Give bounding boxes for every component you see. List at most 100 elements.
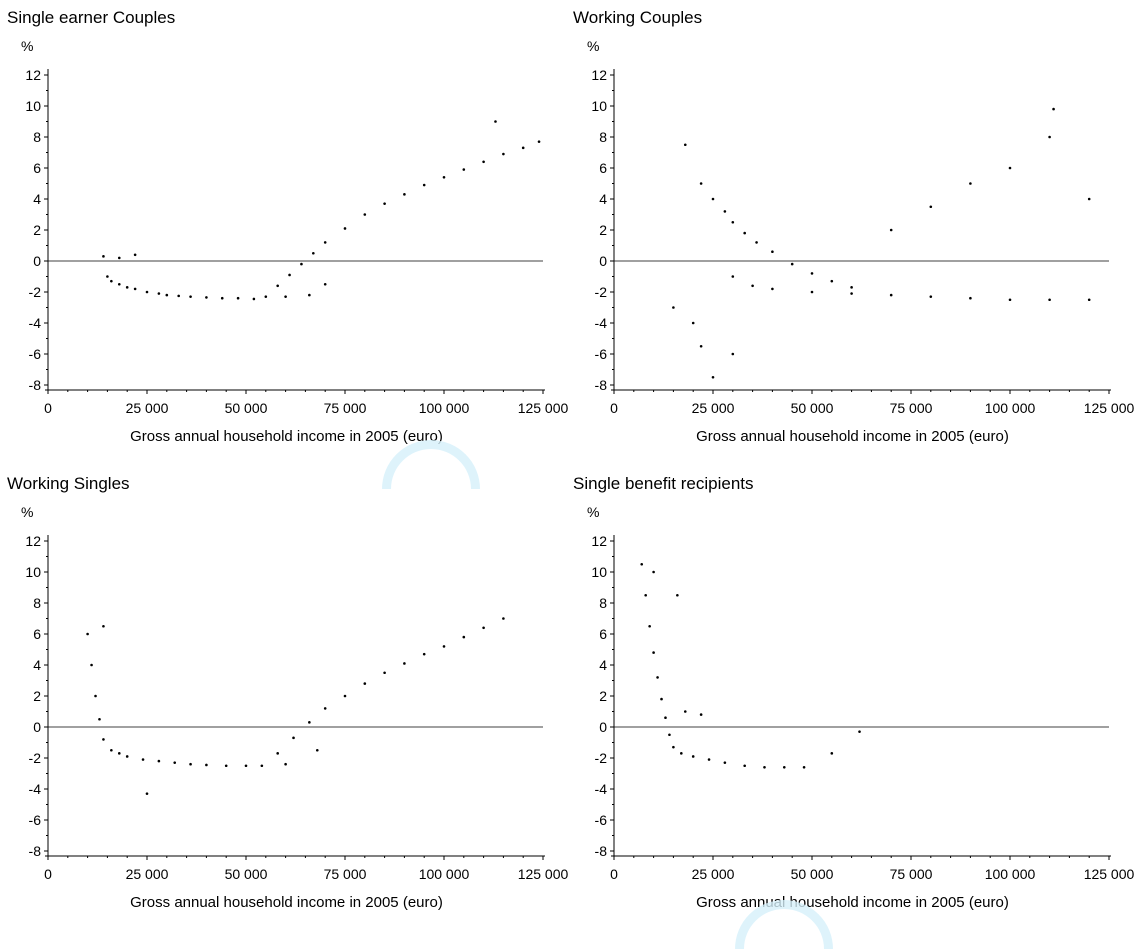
y-tick-label: 0 — [599, 719, 607, 735]
data-point — [1052, 107, 1055, 111]
data-point — [90, 663, 93, 667]
data-point — [699, 344, 703, 348]
y-tick-label: 4 — [599, 657, 607, 673]
y-tick-label: 6 — [33, 160, 41, 176]
y-tick-label: 4 — [33, 191, 41, 207]
data-point — [106, 275, 109, 278]
x-tick-label: 75 000 — [324, 866, 367, 882]
data-point — [110, 748, 113, 752]
y-tick-label: 10 — [25, 98, 41, 114]
y-tick-label: -2 — [29, 750, 42, 766]
chart-title: Single benefit recipients — [573, 474, 754, 493]
y-tick-label: 2 — [599, 222, 607, 238]
data-point — [640, 562, 644, 566]
data-point — [86, 632, 89, 636]
data-point — [771, 250, 774, 253]
y-tick-label: -6 — [29, 346, 42, 362]
data-point — [929, 205, 933, 209]
data-point — [343, 227, 347, 230]
x-tick-label: 75 000 — [324, 400, 367, 416]
data-point — [810, 272, 814, 275]
data-point — [790, 262, 794, 266]
data-point — [308, 293, 311, 297]
y-tick-label: -2 — [595, 284, 608, 300]
data-point — [889, 228, 893, 232]
chart-title: Single earner Couples — [7, 8, 176, 27]
x-tick-label: 25 000 — [692, 400, 735, 416]
data-point — [260, 764, 264, 768]
data-point — [125, 286, 129, 289]
y-axis-unit: % — [21, 504, 34, 520]
data-point — [751, 284, 754, 288]
y-tick-label: -4 — [595, 315, 608, 331]
y-tick-label: -6 — [29, 812, 42, 828]
y-tick-label: 12 — [25, 533, 41, 549]
x-tick-label: 0 — [44, 866, 52, 882]
x-axis-label: Gross annual household income in 2005 (e… — [130, 428, 443, 445]
data-point — [157, 292, 161, 295]
data-point — [220, 296, 224, 300]
data-point — [755, 241, 758, 244]
y-tick-label: -8 — [29, 843, 42, 859]
x-tick-label: 25 000 — [692, 866, 735, 882]
data-point — [462, 168, 466, 171]
chart-panel-working-singles: Working Singles % 12 10 8 6 4 2 0 -2 -4 -6 -8 0 25 0… — [0, 466, 573, 925]
data-point — [264, 295, 268, 298]
data-point — [252, 297, 256, 301]
x-tick-label: 25 000 — [126, 400, 169, 416]
y-tick-label: -6 — [595, 346, 608, 362]
data-point — [494, 120, 497, 123]
x-tick-label: 50 000 — [225, 400, 268, 416]
data-point — [102, 255, 105, 258]
y-tick-label: -4 — [595, 781, 608, 797]
data-point — [830, 752, 834, 755]
data-point — [1008, 298, 1012, 302]
y-tick-label: -4 — [29, 315, 42, 331]
y-tick-label: -8 — [595, 843, 608, 859]
data-point — [145, 792, 149, 795]
data-point — [292, 736, 295, 740]
y-axis-unit: % — [587, 504, 600, 520]
data-point — [284, 295, 287, 298]
y-tick-label: 6 — [599, 160, 607, 176]
data-point — [173, 761, 177, 764]
data-point — [652, 651, 655, 654]
x-tick-label: 0 — [44, 400, 52, 416]
chart-panel-single-benefit-recipients: Single benefit recipients % 12 10 8 6 4 2 0 -2 -… — [566, 466, 1139, 925]
data-point — [244, 764, 248, 768]
y-tick-label: 0 — [599, 253, 607, 269]
x-tick-label: 125 000 — [1084, 866, 1135, 882]
x-tick-label: 75 000 — [890, 400, 933, 416]
data-point — [442, 645, 446, 648]
x-tick-label: 100 000 — [419, 866, 470, 882]
data-point — [363, 213, 367, 216]
data-point — [462, 635, 466, 639]
data-point — [929, 295, 933, 298]
data-point — [422, 652, 426, 656]
y-tick-label: 2 — [33, 222, 41, 238]
y-tick-label: 12 — [591, 533, 607, 549]
x-tick-label: 100 000 — [985, 866, 1036, 882]
data-point — [110, 279, 113, 283]
y-tick-label: 0 — [33, 253, 41, 269]
data-point — [312, 251, 315, 255]
y-tick-label: 0 — [33, 719, 41, 735]
x-tick-label: 100 000 — [985, 400, 1036, 416]
y-tick-label: 8 — [33, 595, 41, 611]
y-tick-label: -2 — [29, 284, 42, 300]
data-point — [1048, 298, 1051, 302]
data-point — [699, 713, 703, 716]
data-point — [731, 275, 735, 278]
data-point — [691, 321, 695, 325]
data-point — [308, 721, 311, 724]
data-point — [850, 286, 853, 289]
data-point — [969, 296, 972, 300]
x-tick-label: 0 — [610, 400, 618, 416]
y-tick-label: 12 — [591, 67, 607, 83]
x-tick-label: 50 000 — [225, 866, 268, 882]
data-point — [771, 287, 774, 291]
data-point — [315, 748, 319, 752]
data-point — [323, 707, 327, 710]
y-tick-label: 8 — [599, 595, 607, 611]
data-point — [676, 593, 679, 597]
